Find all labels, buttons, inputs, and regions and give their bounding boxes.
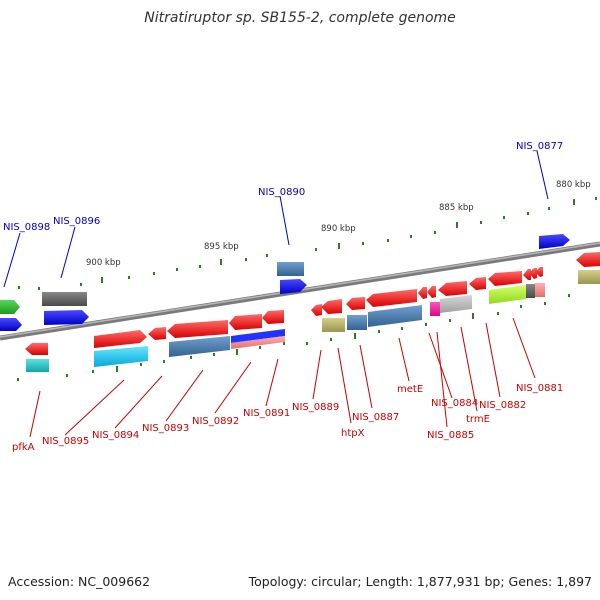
top-gene-labels: NIS_0898 NIS_0896 NIS_0890 NIS_0877 xyxy=(3,141,563,233)
gene-arrow xyxy=(280,279,307,294)
gene-label-nis-0882: NIS_0882 xyxy=(479,400,526,411)
gene-label-trme: trmE xyxy=(466,414,490,425)
gene-label-nis-0877: NIS_0877 xyxy=(516,141,563,152)
gene-arrow xyxy=(148,327,166,340)
gene-arrow xyxy=(229,314,262,330)
gene-arrow xyxy=(535,267,543,277)
scale-label-890: 890 kbp xyxy=(321,224,356,234)
gene-arrow xyxy=(427,286,436,298)
gene-block xyxy=(169,336,230,357)
forward-genes xyxy=(0,234,600,331)
gene-block xyxy=(277,262,304,276)
gene-arrow xyxy=(529,268,537,279)
gene-block xyxy=(231,336,285,349)
scale-ticks-upper xyxy=(18,197,597,290)
gene-block xyxy=(489,285,526,304)
gene-arrow xyxy=(366,289,417,307)
bottom-gene-labels: pfkA NIS_0895 NIS_0894 NIS_0893 NIS_0892… xyxy=(12,383,563,453)
gene-label-nis-0898: NIS_0898 xyxy=(3,222,50,233)
gene-label-nis-0881: NIS_0881 xyxy=(516,383,563,394)
gene-arrow xyxy=(311,304,322,316)
genome-summary-text: Topology: circular; Length: 1,877,931 bp… xyxy=(248,574,592,589)
gene-block xyxy=(440,295,472,313)
gene-arrow xyxy=(0,300,20,314)
gene-arrow xyxy=(576,252,600,267)
gene-label-nis-0885: NIS_0885 xyxy=(427,430,474,441)
gene-label-nis-0887: NIS_0887 xyxy=(352,412,399,423)
gene-block xyxy=(535,283,545,297)
gene-label-mete: metE xyxy=(397,384,423,395)
scale-ticks-lower xyxy=(17,294,570,381)
gene-label-nis-0894: NIS_0894 xyxy=(92,430,139,441)
scale-labels: 880 kbp 885 kbp 890 kbp 895 kbp 900 kbp xyxy=(86,180,591,268)
scale-label-900: 900 kbp xyxy=(86,258,121,268)
gene-label-nis-0893: NIS_0893 xyxy=(142,423,189,434)
gene-arrow xyxy=(0,318,22,331)
gene-arrow xyxy=(44,310,89,325)
gene-arrow xyxy=(523,269,531,280)
gene-label-pfka: pfkA xyxy=(12,442,35,453)
gene-arrow xyxy=(488,271,522,286)
scale-label-895: 895 kbp xyxy=(204,242,239,252)
gene-block xyxy=(26,359,49,372)
gene-arrow xyxy=(94,330,147,348)
gene-arrow xyxy=(262,310,284,324)
gene-block xyxy=(94,346,148,367)
gene-label-nis-0890: NIS_0890 xyxy=(258,187,305,198)
rna-features xyxy=(26,283,545,372)
gene-block xyxy=(430,302,440,316)
gene-arrow xyxy=(346,297,365,310)
gene-block xyxy=(526,284,535,298)
scale-label-885: 885 kbp xyxy=(439,203,474,213)
scale-label-880: 880 kbp xyxy=(556,180,591,190)
gene-block xyxy=(347,315,367,330)
gene-block xyxy=(231,329,285,343)
gene-arrow xyxy=(539,234,570,249)
gene-arrow xyxy=(321,299,342,314)
gene-block xyxy=(322,318,345,332)
gene-block xyxy=(368,305,422,327)
gene-label-nis-0892: NIS_0892 xyxy=(192,416,239,427)
gene-block xyxy=(578,270,600,284)
gene-label-nis-0884: NIS_0884 xyxy=(431,398,478,409)
genome-title: Nitratiruptor sp. SB155-2, complete geno… xyxy=(144,10,456,26)
reverse-genes xyxy=(25,267,543,355)
gene-label-nis-0891: NIS_0891 xyxy=(243,408,290,419)
bottom-leader-lines xyxy=(29,317,536,438)
gene-label-nis-0895: NIS_0895 xyxy=(42,436,89,447)
gene-arrow xyxy=(418,287,427,299)
gene-label-nis-0889: NIS_0889 xyxy=(292,402,339,413)
gene-label-nis-0896: NIS_0896 xyxy=(53,216,100,227)
gene-arrow xyxy=(25,343,48,355)
accession-text: Accession: NC_009662 xyxy=(8,574,151,589)
gene-arrow xyxy=(438,281,467,296)
gene-label-htpx: htpX xyxy=(341,428,365,439)
gene-arrow xyxy=(469,277,486,290)
gene-arrow xyxy=(167,320,228,338)
gene-block xyxy=(42,292,87,306)
top-leader-lines xyxy=(3,150,549,288)
